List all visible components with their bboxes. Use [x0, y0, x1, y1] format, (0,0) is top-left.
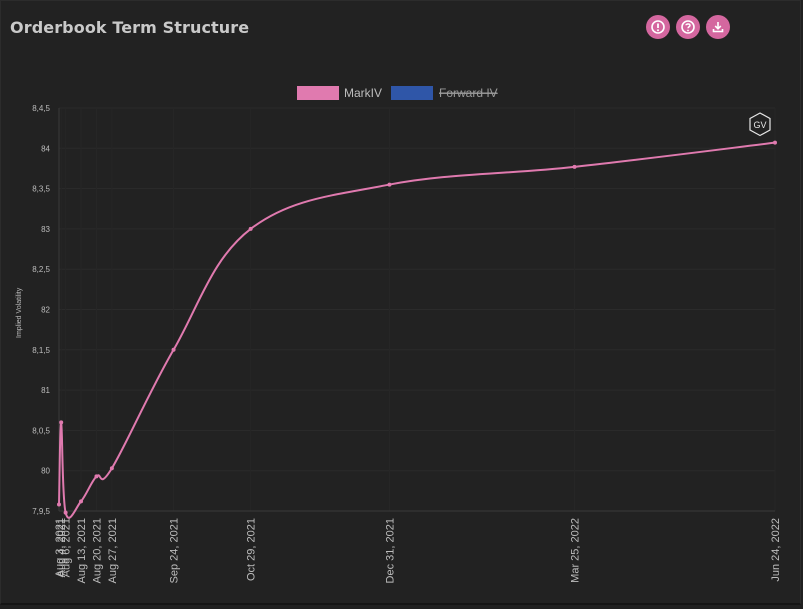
legend-swatch-forward-iv	[391, 86, 433, 100]
x-tick-label: Aug 6, 2021	[61, 518, 73, 577]
grid	[58, 107, 776, 512]
x-tick-label: Oct 29, 2021	[246, 518, 258, 581]
series-layer	[57, 140, 777, 519]
y-tick-label: 81	[41, 386, 50, 395]
y-axis-label: Implied Volatility	[16, 287, 23, 338]
y-tick-label: 8,3,5	[32, 185, 50, 194]
y-tick-label: 82	[41, 306, 50, 315]
data-point[interactable]	[773, 140, 777, 145]
y-tick-label: 8,1,5	[32, 346, 50, 355]
data-point[interactable]	[79, 499, 84, 504]
help-button[interactable]	[676, 15, 700, 39]
series-line-0	[58, 141, 776, 519]
y-tick-label: 84	[41, 144, 50, 153]
data-point[interactable]	[63, 510, 68, 515]
y-tick-label: 8,0,5	[32, 426, 50, 435]
x-tick-label: Sep 24, 2021	[169, 518, 181, 583]
gv-badge[interactable]: GV	[749, 112, 771, 137]
data-point[interactable]	[57, 502, 61, 507]
y-tick-label: 83	[41, 225, 50, 234]
data-point[interactable]	[59, 420, 64, 425]
data-point[interactable]	[248, 226, 253, 231]
legend-item-forward-iv[interactable]: Forward IV	[391, 86, 498, 100]
x-tick-label: Mar 25, 2022	[570, 518, 582, 583]
data-point[interactable]	[387, 182, 392, 187]
x-tick-label: Jun 24, 2022	[770, 518, 782, 582]
x-tick-label: Dec 31, 2021	[384, 518, 396, 583]
x-tick-label: Aug 27, 2021	[107, 518, 119, 583]
y-tick-label: 7,9,5	[32, 507, 50, 516]
data-point[interactable]	[171, 347, 176, 352]
legend-swatch-markiv	[297, 86, 339, 100]
x-tick-label: Aug 13, 2021	[76, 518, 88, 583]
gv-badge-text: GV	[753, 120, 766, 130]
help-icon	[681, 20, 695, 34]
y-tick-label: 8,4,5	[32, 104, 50, 113]
x-tick-label: Aug 3, 2021	[54, 518, 66, 577]
y-tick-label: 80	[41, 467, 50, 476]
data-point[interactable]	[109, 466, 114, 471]
y-tick-labels: 7,9,5 80 8,0,5 81 8,1,5 82 8,2,5 83 8,3,5 84 8,4,5	[32, 104, 50, 516]
page-title: Orderbook Term Structure	[10, 18, 250, 37]
download-icon	[712, 22, 724, 33]
legend: MarkIV Forward IV	[297, 86, 498, 100]
legend-label-markiv: MarkIV	[344, 86, 382, 100]
info-icon	[651, 20, 665, 34]
hexagon-icon	[749, 112, 771, 137]
chart-toolbar	[646, 15, 730, 39]
data-point[interactable]	[94, 474, 99, 479]
legend-item-markiv[interactable]: MarkIV	[297, 86, 382, 100]
x-tick-label: Aug 20, 2021	[91, 518, 103, 583]
x-tick-label: Aug 4, 2021	[56, 518, 68, 577]
data-point[interactable]	[572, 164, 577, 169]
info-button[interactable]	[646, 15, 670, 39]
download-button[interactable]	[706, 15, 730, 39]
y-tick-label: 8,2,5	[32, 265, 50, 274]
